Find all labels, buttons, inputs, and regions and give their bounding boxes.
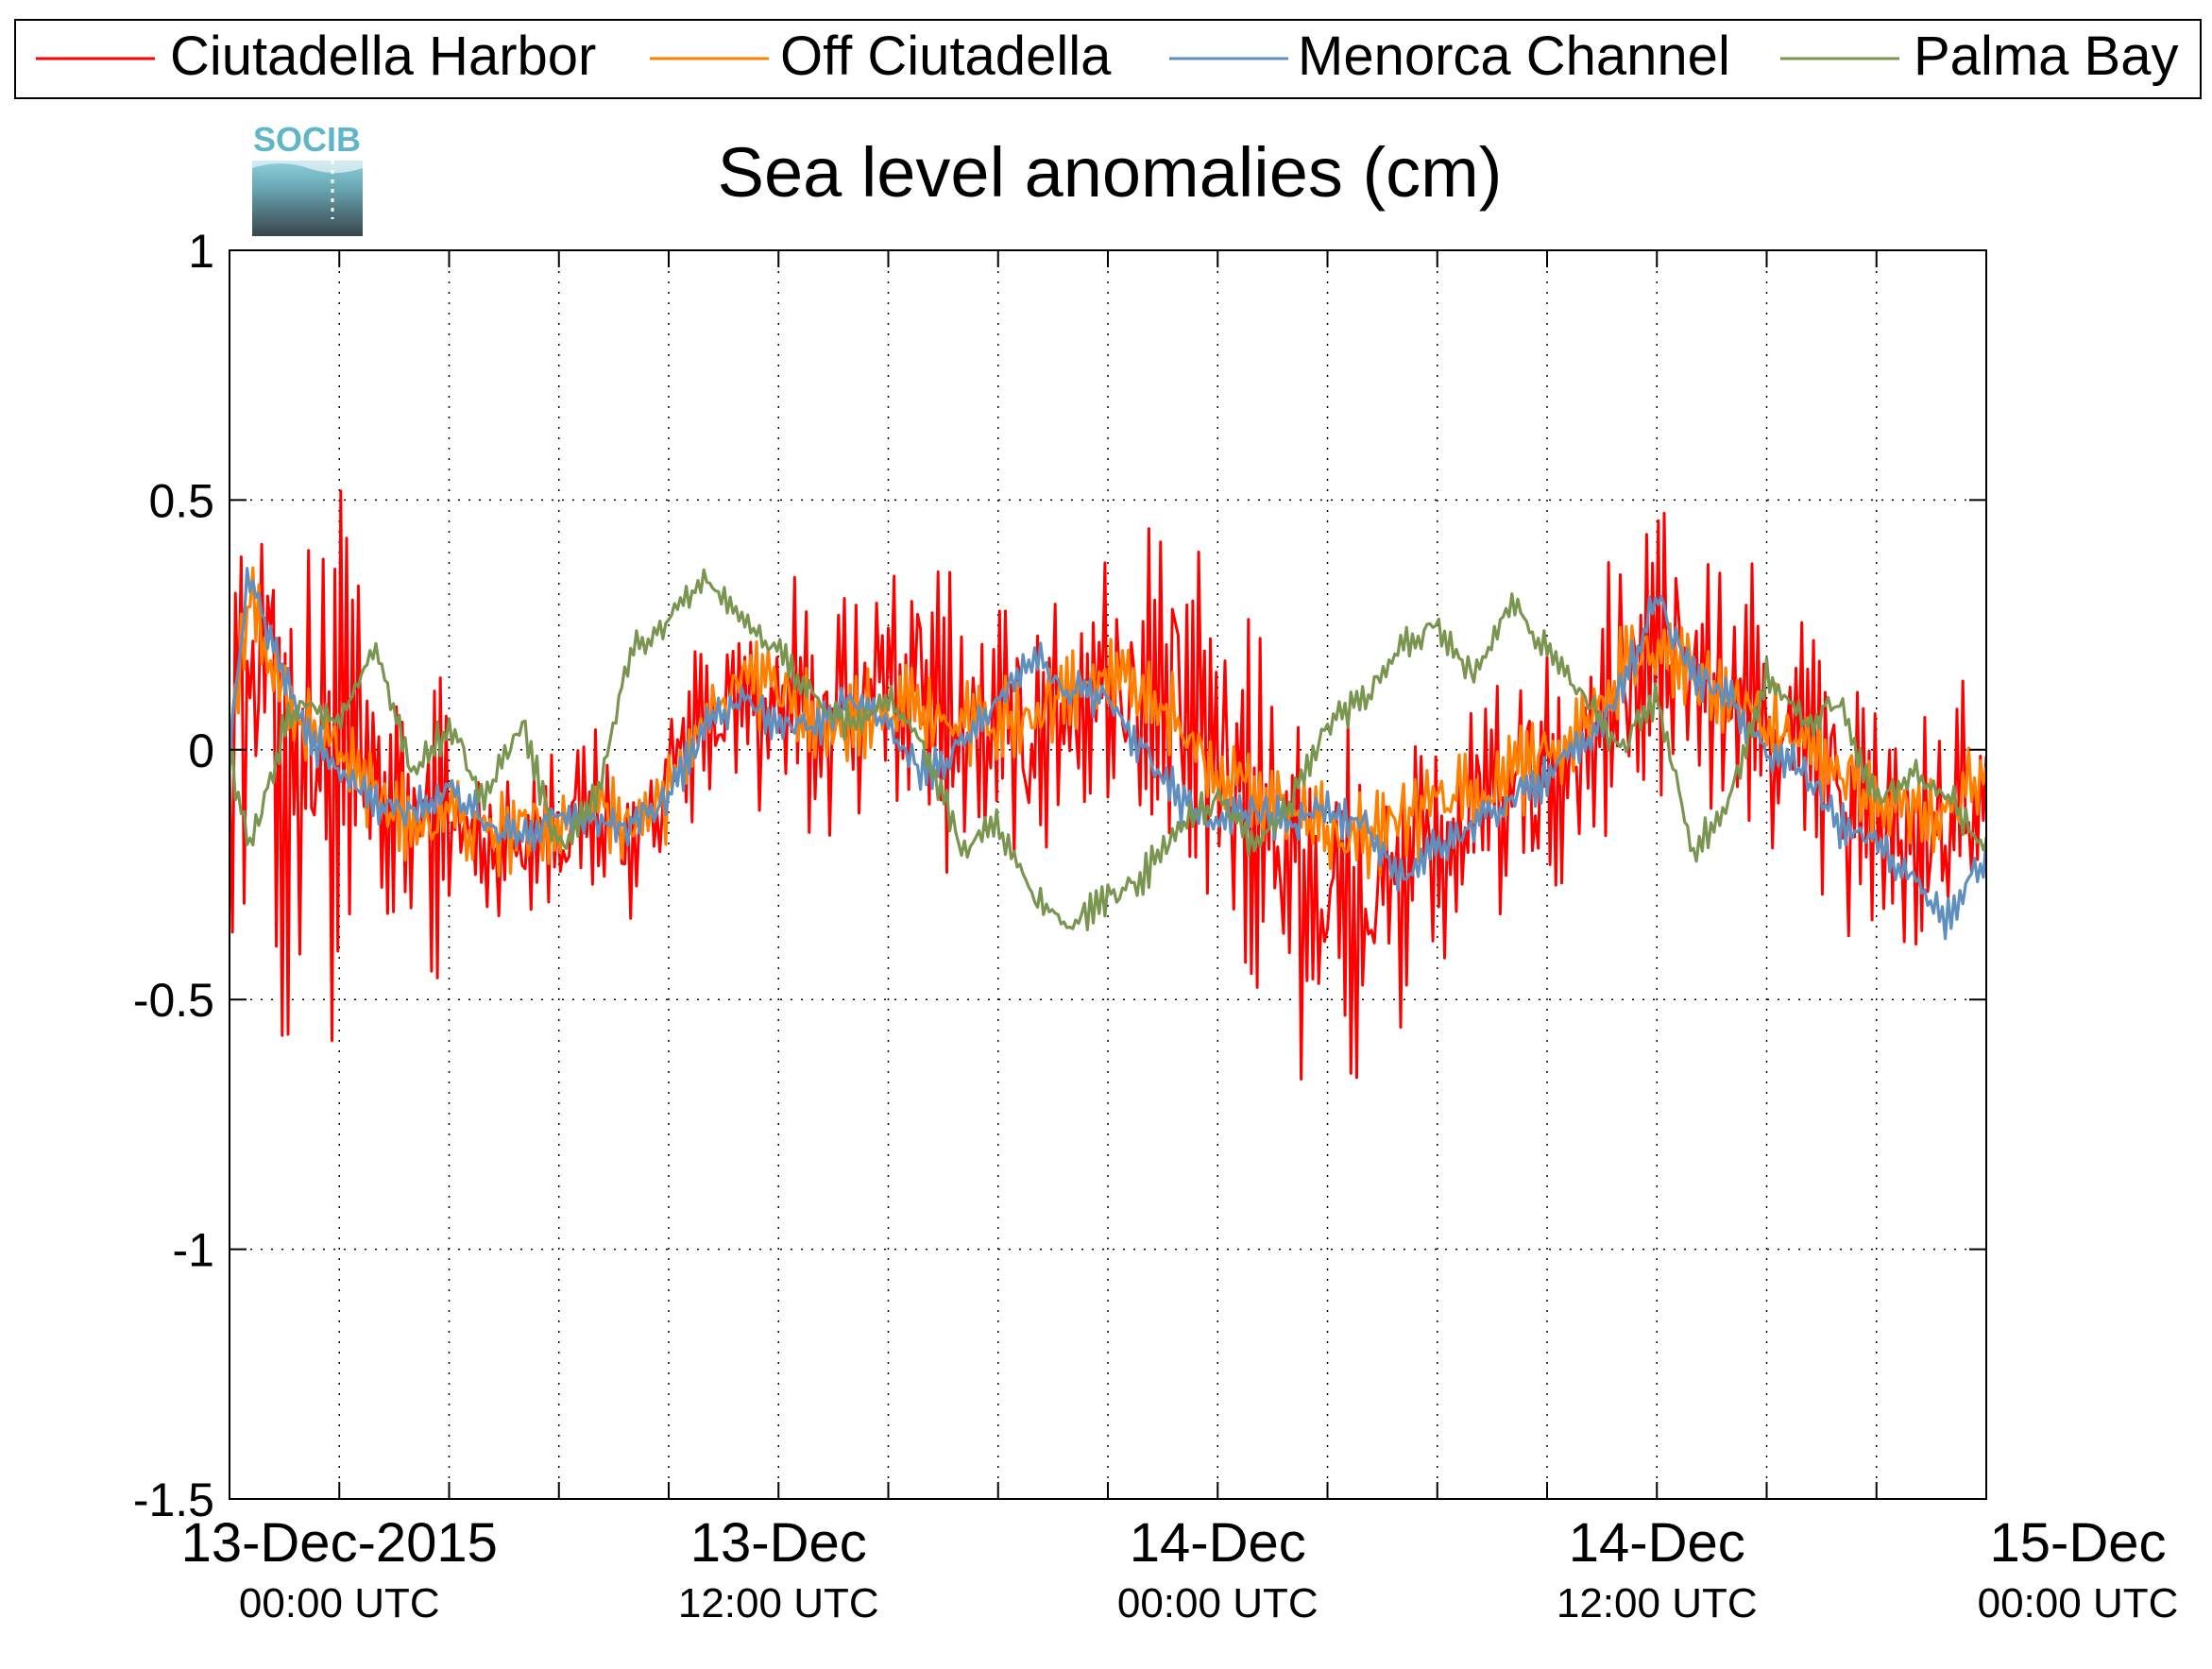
logo-block — [252, 161, 363, 236]
x-tick-label-date: 15-Dec — [1990, 1512, 2167, 1574]
x-tick-label-time: 12:00 UTC — [678, 1580, 879, 1626]
socib-logo: SOCIB — [252, 120, 363, 236]
y-tick-label: -0.5 — [133, 974, 214, 1027]
y-tick-label: -1.5 — [133, 1473, 214, 1526]
logo-wave — [252, 161, 363, 173]
legend-label-off-ciutadella: Off Ciutadella — [780, 26, 1112, 87]
x-tick-label-date: 14-Dec — [1130, 1512, 1306, 1574]
x-tick-label-date: 13-Dec — [690, 1512, 867, 1574]
y-tick-label: -1 — [173, 1224, 214, 1277]
series-line-palma-bay — [230, 568, 1986, 932]
x-tick-label-time: 12:00 UTC — [1557, 1580, 1758, 1626]
y-tick-label: 0.5 — [148, 474, 214, 527]
y-tick-label: 0 — [188, 724, 214, 777]
x-tick-label-time: 00:00 UTC — [1978, 1580, 2179, 1626]
grid-lines — [230, 250, 1986, 1499]
legend-label-palma-bay: Palma Bay — [1914, 26, 2178, 87]
series-lines — [230, 489, 1986, 1081]
x-tick-label-time: 00:00 UTC — [1117, 1580, 1319, 1626]
legend-label-menorca-channel: Menorca Channel — [1298, 26, 1730, 87]
x-axis-tick-labels: 13-Dec-2015 00:00 UTC 13-Dec 12:00 UTC 14-De… — [181, 1512, 2179, 1626]
series-line-off-ciutadella — [230, 566, 1986, 880]
x-tick-label-date: 14-Dec — [1569, 1512, 1745, 1574]
chart-title: Sea level anomalies (cm) — [718, 133, 1503, 212]
x-tick-label-date: 13-Dec-2015 — [181, 1512, 498, 1574]
logo-text: SOCIB — [253, 120, 361, 159]
x-tick-label-time: 00:00 UTC — [239, 1580, 440, 1626]
y-axis-tick-labels: 1 0.5 0 -0.5 -1 -1.5 — [133, 225, 214, 1526]
legend-label-ciutadella-harbor: Ciutadella Harbor — [170, 26, 596, 87]
legend: Ciutadella Harbor Off Ciutadella Menorca… — [14, 19, 2202, 99]
y-tick-label: 1 — [188, 225, 214, 278]
axis-ticks — [229, 249, 1987, 1500]
series-line-menorca-channel — [230, 567, 1986, 941]
